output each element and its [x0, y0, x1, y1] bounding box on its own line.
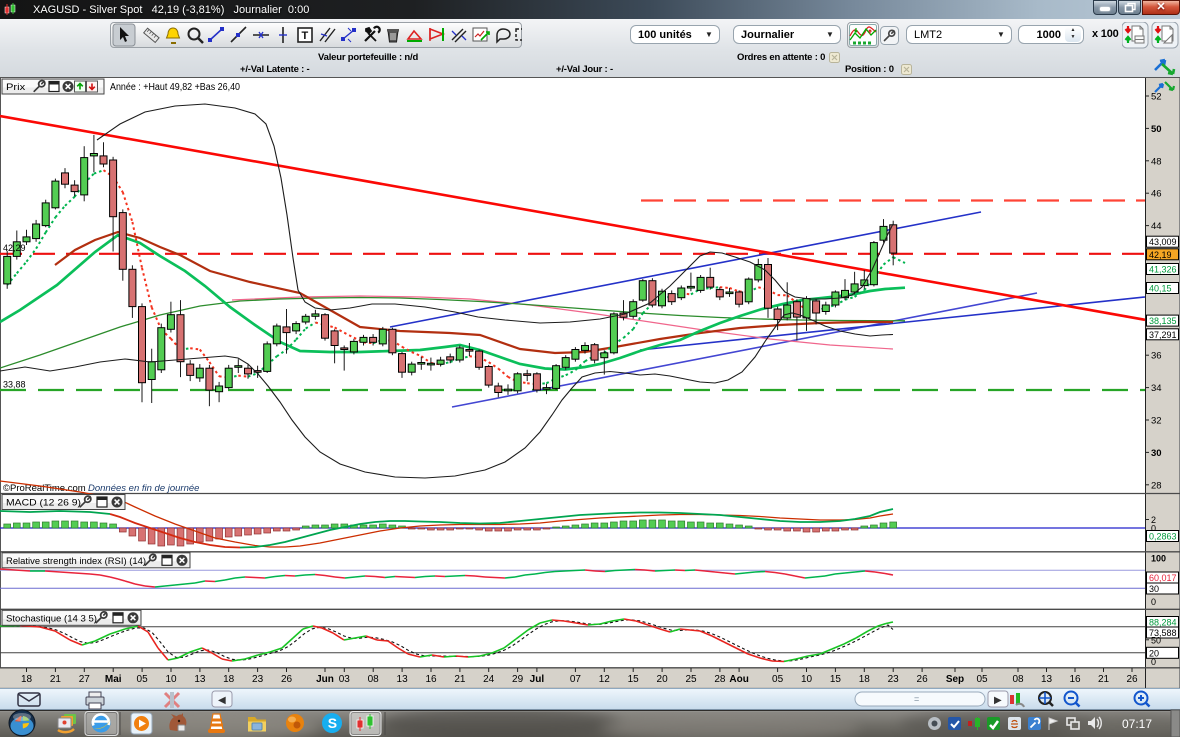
svg-text:40,15: 40,15	[1149, 284, 1172, 294]
svg-text:44: 44	[1151, 221, 1162, 232]
svg-text:32: 32	[1151, 416, 1162, 427]
svg-text:21: 21	[454, 674, 466, 685]
svg-text:10: 10	[165, 674, 177, 685]
svg-text:15: 15	[830, 674, 842, 685]
svg-text:05: 05	[976, 674, 988, 685]
svg-text:30: 30	[1149, 584, 1159, 594]
svg-text:05: 05	[772, 674, 784, 685]
svg-text:▶: ▶	[994, 695, 1002, 706]
svg-text:T: T	[302, 30, 309, 42]
svg-text:08: 08	[368, 674, 380, 685]
svg-text:S: S	[328, 715, 337, 731]
svg-text:21: 21	[50, 674, 62, 685]
svg-text:20: 20	[1149, 648, 1159, 658]
svg-text:23: 23	[888, 674, 900, 685]
svg-text:08: 08	[1012, 674, 1024, 685]
svg-text:Prix: Prix	[6, 82, 25, 93]
svg-text:0,2863: 0,2863	[1149, 532, 1177, 542]
svg-text:2: 2	[1151, 515, 1156, 525]
svg-text:12: 12	[599, 674, 611, 685]
svg-text:Année : +Haut 49,82 +Bas 26,40: Année : +Haut 49,82 +Bas 26,40	[110, 82, 240, 93]
svg-text:26: 26	[1126, 674, 1138, 685]
svg-text:13: 13	[397, 674, 409, 685]
svg-text:Mai: Mai	[105, 674, 122, 685]
svg-text:0: 0	[1151, 524, 1156, 534]
svg-text:©ProRealTime.com: ©ProRealTime.com	[3, 483, 86, 494]
svg-text:16: 16	[1069, 674, 1081, 685]
svg-text:50: 50	[1151, 635, 1161, 645]
svg-text:38,135: 38,135	[1149, 316, 1177, 326]
svg-text:28: 28	[714, 674, 726, 685]
svg-text:42,19: 42,19	[1149, 250, 1172, 260]
svg-text:46: 46	[1151, 189, 1162, 200]
svg-text:88,284: 88,284	[1149, 618, 1177, 628]
svg-text:18: 18	[223, 674, 235, 685]
svg-text:41,326: 41,326	[1149, 265, 1177, 275]
svg-text:24: 24	[483, 674, 495, 685]
svg-text:13: 13	[1041, 674, 1053, 685]
svg-text:07:17: 07:17	[1122, 717, 1152, 731]
svg-text:Jul: Jul	[530, 674, 545, 685]
svg-text:Sep: Sep	[946, 674, 964, 685]
svg-text:21: 21	[1098, 674, 1110, 685]
svg-text:Données en fin de journée: Données en fin de journée	[88, 483, 199, 494]
svg-text:23: 23	[252, 674, 264, 685]
svg-text:52: 52	[1151, 92, 1162, 103]
svg-text:26: 26	[281, 674, 293, 685]
svg-text:27: 27	[79, 674, 91, 685]
svg-text:34: 34	[1151, 383, 1162, 394]
svg-text:33,88: 33,88	[3, 380, 26, 390]
svg-text:100: 100	[1151, 554, 1166, 564]
svg-text:03: 03	[339, 674, 351, 685]
svg-text:28: 28	[1151, 480, 1162, 491]
svg-text:Stochastique (14 3 5): Stochastique (14 3 5)	[6, 613, 97, 624]
svg-text:36: 36	[1151, 351, 1162, 362]
svg-text:20: 20	[657, 674, 669, 685]
svg-text:30: 30	[1151, 448, 1162, 459]
svg-text:25: 25	[685, 674, 697, 685]
svg-text:10: 10	[801, 674, 813, 685]
svg-text:◀: ◀	[218, 695, 226, 706]
svg-text:18: 18	[21, 674, 33, 685]
svg-text:48: 48	[1151, 156, 1162, 167]
svg-text:37,291: 37,291	[1149, 330, 1177, 340]
svg-text:26: 26	[917, 674, 929, 685]
svg-text:13: 13	[194, 674, 206, 685]
svg-text:42,29: 42,29	[3, 243, 26, 253]
svg-text:05: 05	[137, 674, 149, 685]
svg-text:50: 50	[1151, 124, 1162, 135]
svg-text:60,017: 60,017	[1149, 573, 1177, 583]
svg-text:43,009: 43,009	[1149, 237, 1177, 247]
svg-text:Jun: Jun	[316, 674, 334, 685]
svg-text:18: 18	[859, 674, 871, 685]
svg-text:15: 15	[628, 674, 640, 685]
svg-text:73,588: 73,588	[1149, 628, 1177, 638]
svg-text:0: 0	[1151, 657, 1156, 667]
svg-text:0: 0	[1151, 597, 1156, 607]
svg-text:16: 16	[425, 674, 437, 685]
svg-text:Aou: Aou	[729, 674, 748, 685]
svg-text:07: 07	[570, 674, 582, 685]
svg-text:MACD (12 26 9): MACD (12 26 9)	[6, 498, 81, 509]
svg-text:Relative strength index (RSI): Relative strength index (RSI) (14)	[6, 556, 146, 567]
svg-text:29: 29	[512, 674, 524, 685]
svg-text:=: =	[914, 694, 919, 704]
